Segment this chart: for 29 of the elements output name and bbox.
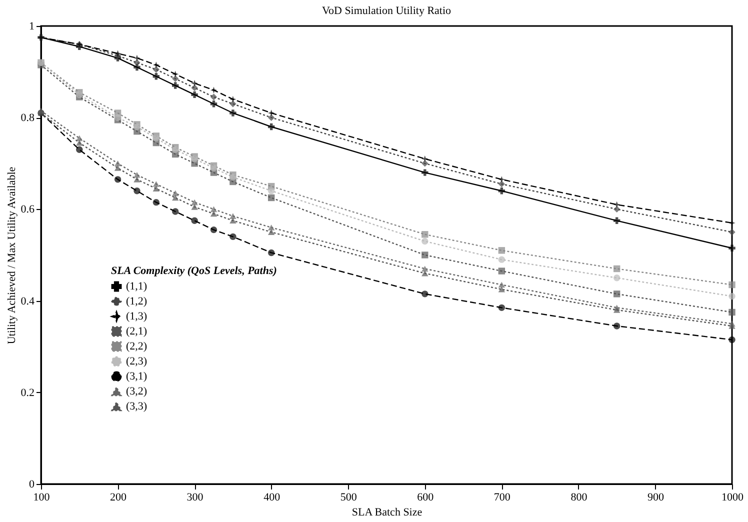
legend-label: (2,1)	[126, 326, 148, 338]
x-tick-label: 400	[264, 492, 281, 504]
y-tick-label: 0	[29, 478, 35, 490]
y-tick-label: 0.8	[20, 112, 35, 124]
x-tick-label: 300	[186, 492, 204, 504]
x-tick-label: 600	[417, 492, 434, 504]
legend-label: (3,2)	[126, 386, 148, 398]
x-tick-label: 200	[110, 492, 128, 504]
legend-label: (1,3)	[126, 310, 148, 322]
y-axis-title: Utility Achieved / Max Utility Available	[6, 166, 18, 344]
x-tick-label: 700	[494, 492, 511, 504]
legend-label: (2,3)	[126, 356, 148, 368]
legend-label: (3,3)	[126, 400, 148, 412]
legend-label: (2,2)	[126, 340, 148, 352]
legend-title: SLA Complexity (QoS Levels, Paths)	[111, 265, 277, 277]
legend-label: (3,1)	[126, 370, 148, 382]
x-tick-label: 1000	[722, 492, 744, 504]
x-tick-label: 100	[33, 492, 50, 504]
chart-title: VoD Simulation Utility Ratio	[322, 5, 452, 17]
legend-label: (1,2)	[126, 296, 148, 308]
y-tick-label: 0.4	[20, 295, 35, 308]
y-tick-label: 0.2	[20, 386, 34, 399]
legend-label: (1,1)	[126, 280, 148, 292]
y-tick-label: 1	[29, 20, 34, 32]
y-tick-label: 0.6	[20, 204, 35, 216]
x-tick-label: 500	[340, 492, 358, 504]
x-axis-title: SLA Batch Size	[352, 506, 422, 518]
x-tick-label: 900	[647, 492, 664, 504]
x-tick-label: 800	[570, 492, 588, 504]
